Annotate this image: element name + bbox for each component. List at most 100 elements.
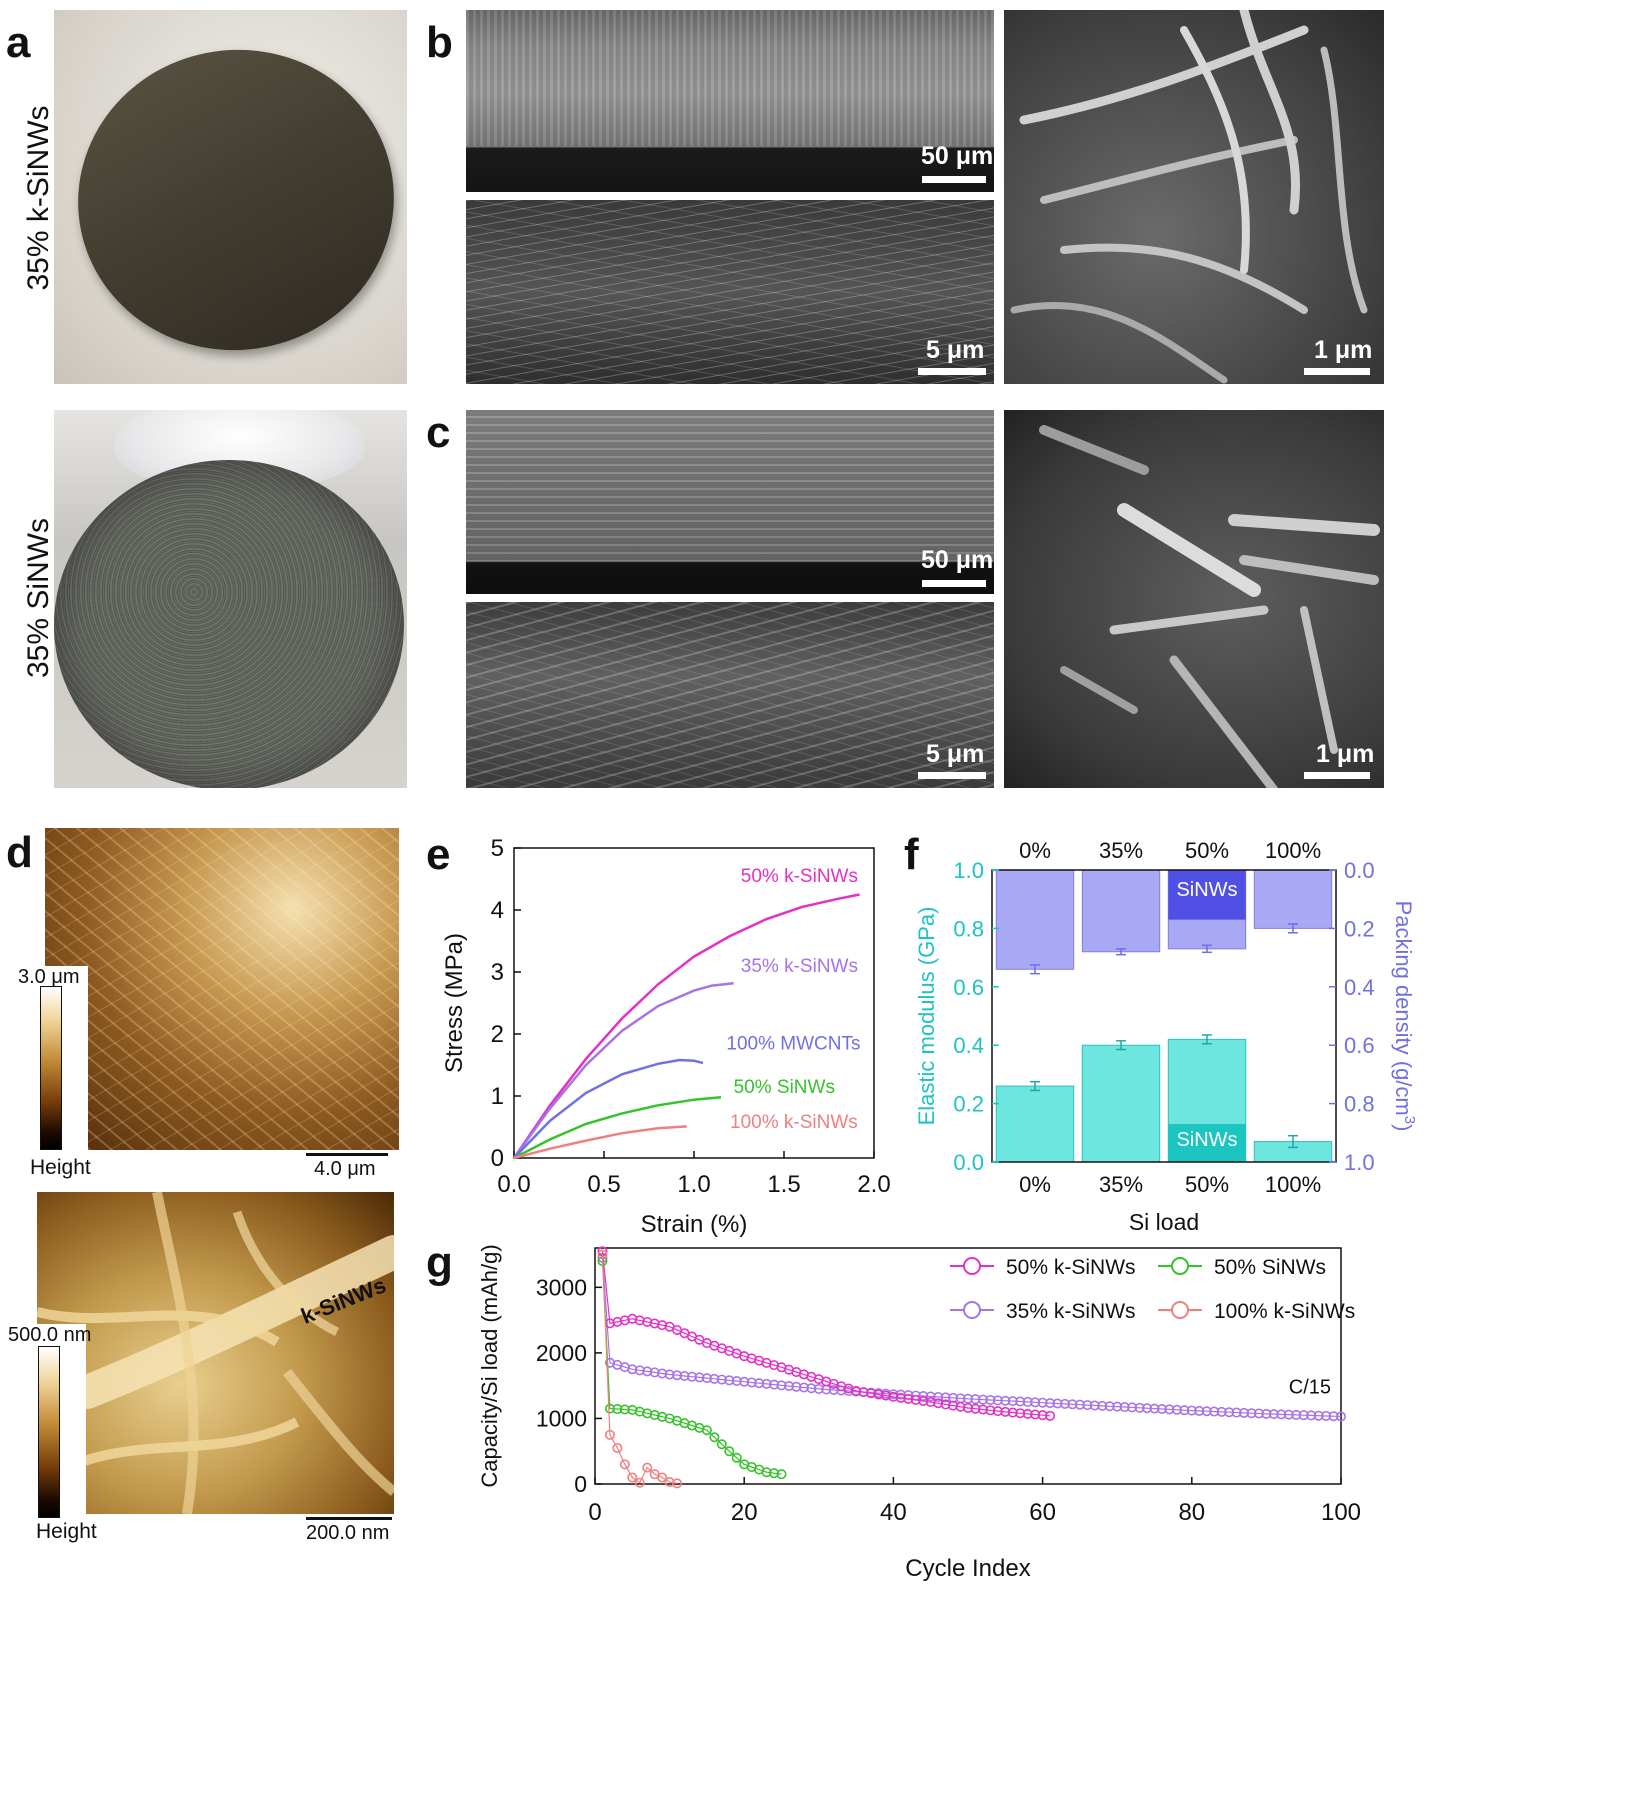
- series-line: [601, 1257, 1342, 1418]
- legend-label: 50% SiNWs: [1214, 1256, 1326, 1279]
- film-disc: [58, 29, 407, 371]
- sem-c-cross-section-mid: 5 μm: [466, 602, 994, 788]
- x-tick-label: 20: [731, 1499, 758, 1526]
- data-point: [851, 1385, 862, 1396]
- photo-label-bottom: 35% SiNWs: [22, 517, 55, 679]
- data-point: [1022, 1408, 1033, 1419]
- data-point: [1194, 1405, 1205, 1416]
- data-point: [694, 1372, 705, 1383]
- x-tick-label: 0.5: [587, 1171, 620, 1198]
- data-point: [1007, 1407, 1018, 1418]
- data-point: [1164, 1404, 1175, 1415]
- scalebar-label: 50 μm: [921, 142, 994, 170]
- data-point: [1291, 1409, 1302, 1420]
- data-point: [828, 1384, 839, 1395]
- x-tick-label: 60: [1029, 1499, 1056, 1526]
- data-point: [880, 1390, 891, 1401]
- data-point: [709, 1432, 720, 1443]
- y-axis-label: Stress (MPa): [441, 933, 468, 1073]
- data-point: [1328, 1411, 1339, 1422]
- data-point: [1037, 1397, 1048, 1408]
- data-point: [858, 1387, 869, 1398]
- data-point: [866, 1388, 877, 1399]
- legend-marker: [1171, 1301, 1189, 1319]
- elastic-modulus-bar: [1081, 1044, 1161, 1163]
- x-tick-label: 1.0: [677, 1171, 710, 1198]
- series-line: [513, 1058, 704, 1159]
- y-tick-label: 5: [491, 835, 504, 862]
- data-point: [1186, 1405, 1197, 1416]
- data-point: [679, 1370, 690, 1381]
- series-line: [513, 1095, 722, 1160]
- y-tick-label-left: 0.2: [953, 1092, 984, 1117]
- data-point: [619, 1404, 630, 1415]
- data-point: [1246, 1408, 1257, 1419]
- data-point: [612, 1404, 623, 1415]
- x-tick-label: 0.0: [497, 1171, 530, 1198]
- chart-f: SiNWs SiNWs 0.0 0.2 0.4 0.6 0.8 1.0 0.0 0.2 0.4 0.6…: [914, 838, 1418, 1235]
- x-tick-label: 80: [1178, 1499, 1205, 1526]
- data-point: [701, 1425, 712, 1436]
- scalebar: [918, 772, 986, 779]
- series-line: [601, 1254, 678, 1484]
- data-point: [925, 1391, 936, 1402]
- series-line: [513, 1125, 687, 1160]
- sem-b-cross-section-mid: 5 μm: [466, 200, 994, 384]
- y-tick-label: 2000: [536, 1340, 587, 1366]
- x-axis-label: Si load: [1129, 1209, 1199, 1235]
- data-point: [1149, 1403, 1160, 1414]
- data-point: [992, 1406, 1003, 1417]
- data-point: [739, 1376, 750, 1387]
- data-point: [783, 1381, 794, 1392]
- data-point: [1030, 1397, 1041, 1408]
- y-tick-label-left: 1.0: [953, 858, 984, 883]
- data-point: [933, 1398, 944, 1409]
- afm-colorbar: [40, 986, 62, 1150]
- data-point: [985, 1394, 996, 1405]
- data-point: [1321, 1410, 1332, 1421]
- data-point: [627, 1472, 638, 1483]
- y-tick-label-left: 0.8: [953, 916, 984, 941]
- data-point: [1052, 1398, 1063, 1409]
- data-point: [1224, 1407, 1235, 1418]
- panel-letter-e: e: [426, 830, 451, 879]
- data-point: [918, 1396, 929, 1407]
- rate-annotation: C/15: [1289, 1377, 1331, 1399]
- sinws-annotation: SiNWs: [1176, 1129, 1237, 1151]
- data-point: [888, 1391, 899, 1402]
- data-point: [977, 1394, 988, 1405]
- data-point: [634, 1477, 645, 1488]
- data-point: [1112, 1401, 1123, 1412]
- data-point: [1313, 1410, 1324, 1421]
- data-point: [1261, 1408, 1272, 1419]
- data-point: [1030, 1409, 1041, 1420]
- data-point: [1171, 1404, 1182, 1415]
- y-tick-label-right: 0.8: [1344, 1092, 1375, 1117]
- data-point: [970, 1394, 981, 1405]
- data-point: [604, 1429, 615, 1440]
- data-point: [992, 1395, 1003, 1406]
- data-point: [962, 1402, 973, 1413]
- data-point: [731, 1376, 742, 1387]
- film-disc: [54, 460, 404, 788]
- data-point: [709, 1373, 720, 1384]
- data-point: [1253, 1408, 1264, 1419]
- data-point: [1045, 1410, 1056, 1421]
- x-tick-label: 1.5: [767, 1171, 800, 1198]
- data-point: [1239, 1407, 1250, 1418]
- data-point: [873, 1389, 884, 1400]
- data-point: [701, 1373, 712, 1384]
- category-label-top: 100%: [1265, 838, 1321, 863]
- data-point: [798, 1382, 809, 1393]
- data-point: [903, 1393, 914, 1404]
- series-line: [601, 1261, 782, 1475]
- y-tick-label-left: 0.0: [953, 1150, 984, 1175]
- y-tick-label: 0: [491, 1145, 504, 1172]
- data-point: [895, 1392, 906, 1403]
- data-point: [1179, 1405, 1190, 1416]
- data-point: [1283, 1409, 1294, 1420]
- y-axis-label-left: Elastic modulus (GPa): [914, 907, 939, 1126]
- data-point: [716, 1439, 727, 1450]
- data-point: [724, 1375, 735, 1386]
- data-point: [918, 1391, 929, 1402]
